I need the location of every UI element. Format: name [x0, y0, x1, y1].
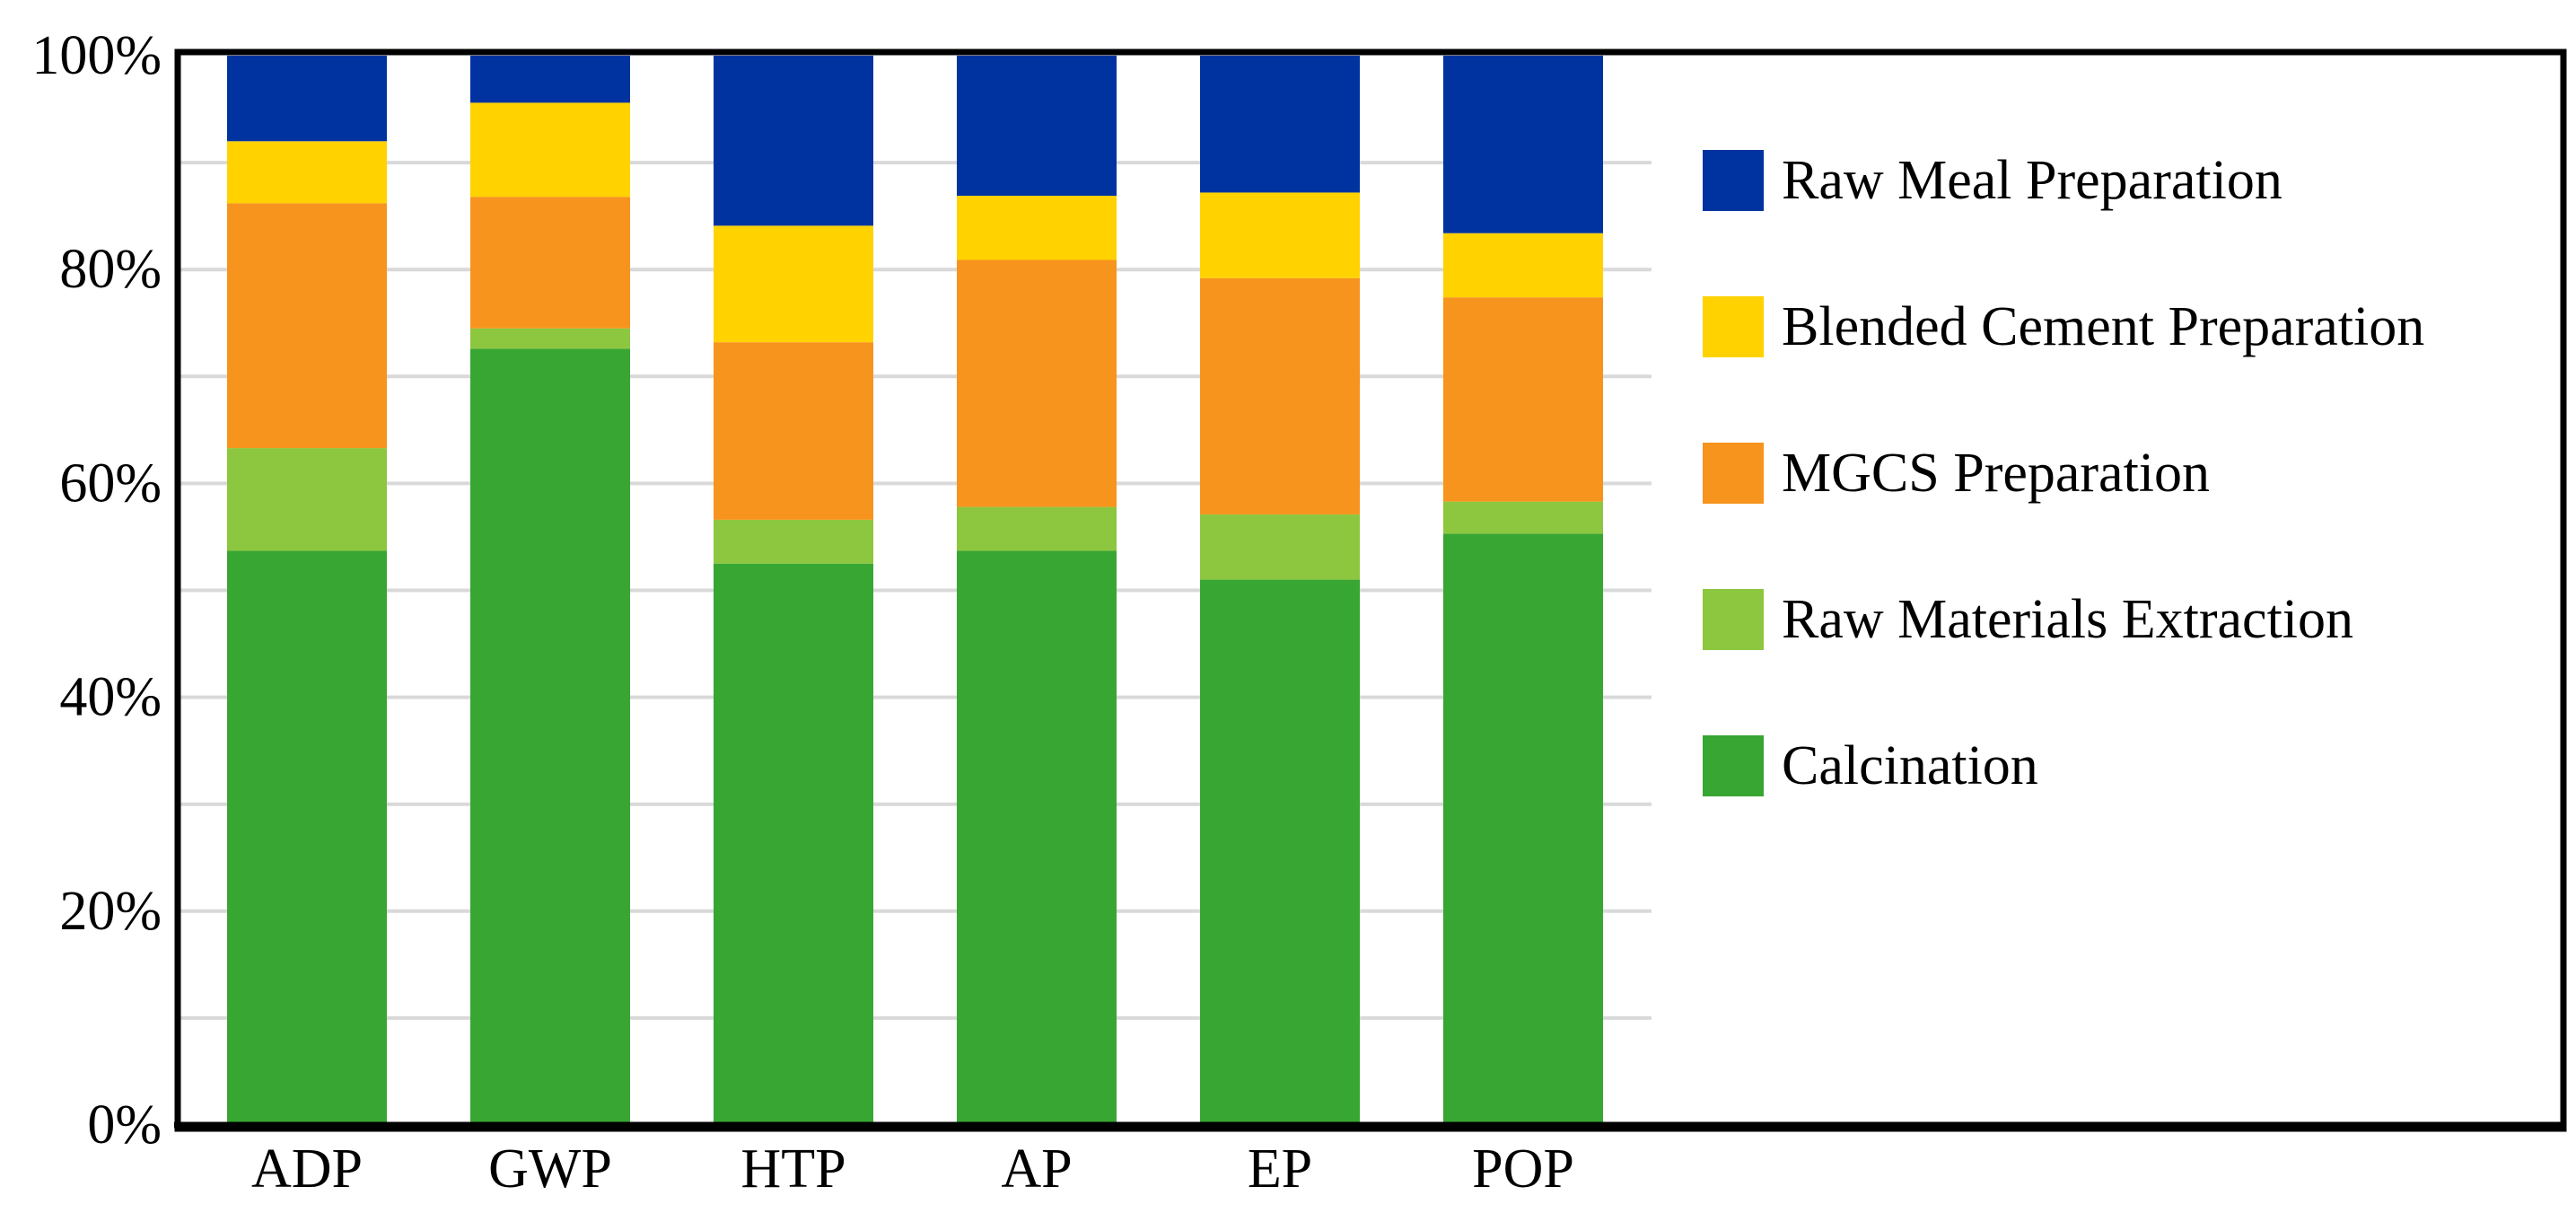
x-tick-label-ep: EP — [1248, 1138, 1312, 1200]
legend-swatch-raw-meal-preparation — [1703, 150, 1764, 211]
legend-swatch-mgcs-preparation — [1703, 443, 1764, 504]
bar-gwp-blended-cement-preparation — [470, 102, 630, 198]
x-tick-label-gwp: GWP — [488, 1138, 612, 1200]
y-tick-label: 60% — [59, 453, 162, 514]
legend-label-raw-materials-extraction: Raw Materials Extraction — [1782, 589, 2353, 650]
legend-swatch-calcination — [1703, 735, 1764, 796]
bar-htp-raw-materials-extraction — [714, 519, 873, 564]
bar-ap-blended-cement-preparation — [957, 196, 1117, 260]
bar-gwp-mgcs-preparation — [470, 197, 630, 329]
bar-gwp-raw-materials-extraction — [470, 328, 630, 349]
y-tick-labels: 0% 20% 40% 60% 80% 100% — [31, 25, 162, 1156]
bar-adp-calcination — [227, 550, 387, 1125]
bar-gwp-raw-meal-preparation — [470, 56, 630, 103]
bar-pop-raw-materials-extraction — [1443, 501, 1603, 534]
bar-ep-raw-materials-extraction — [1200, 514, 1360, 580]
y-tick-label: 40% — [59, 667, 162, 728]
bar-ep-calcination — [1200, 579, 1360, 1125]
bar-ap-calcination — [957, 550, 1117, 1125]
bar-pop-calcination — [1443, 533, 1603, 1125]
legend-label-raw-meal-preparation: Raw Meal Preparation — [1782, 150, 2282, 211]
legend-label-mgcs-preparation: MGCS Preparation — [1782, 443, 2210, 504]
bars — [227, 56, 1603, 1126]
bar-adp-mgcs-preparation — [227, 203, 387, 449]
y-tick-label: 20% — [59, 881, 162, 942]
bar-htp-raw-meal-preparation — [714, 56, 873, 226]
y-tick-label: 100% — [31, 25, 162, 86]
bar-pop-raw-meal-preparation — [1443, 56, 1603, 233]
bar-ep-mgcs-preparation — [1200, 277, 1360, 514]
bar-ep-blended-cement-preparation — [1200, 192, 1360, 278]
bar-ap-raw-meal-preparation — [957, 56, 1117, 197]
axes — [174, 48, 2567, 1132]
bar-htp-mgcs-preparation — [714, 342, 873, 520]
bar-ap-mgcs-preparation — [957, 259, 1117, 507]
bar-adp-raw-meal-preparation — [227, 56, 387, 142]
legend-label-calcination: Calcination — [1782, 735, 2038, 796]
bar-adp-blended-cement-preparation — [227, 141, 387, 204]
bar-ap-raw-materials-extraction — [957, 506, 1117, 551]
bar-htp-calcination — [714, 563, 873, 1125]
bar-adp-raw-materials-extraction — [227, 448, 387, 551]
gridlines — [178, 161, 1652, 1020]
bar-pop-blended-cement-preparation — [1443, 233, 1603, 298]
y-tick-label: 0% — [87, 1094, 162, 1156]
x-tick-labels: ADP GWP HTP AP EP POP — [251, 1138, 1574, 1200]
legend-swatch-raw-materials-extraction — [1703, 589, 1764, 650]
x-tick-label-adp: ADP — [251, 1138, 363, 1200]
bar-htp-blended-cement-preparation — [714, 225, 873, 343]
x-tick-label-htp: HTP — [740, 1138, 846, 1200]
bar-gwp-calcination — [470, 348, 630, 1126]
bar-pop-mgcs-preparation — [1443, 297, 1603, 502]
x-tick-label-ap: AP — [1001, 1138, 1072, 1200]
y-tick-label: 80% — [59, 239, 162, 300]
legend-swatch-blended-cement-preparation — [1703, 296, 1764, 357]
legend-label-blended-cement-preparation: Blended Cement Preparation — [1782, 296, 2424, 357]
bar-ep-raw-meal-preparation — [1200, 56, 1360, 193]
x-tick-label-pop: POP — [1472, 1138, 1574, 1200]
legend: Raw Meal Preparation Blended Cement Prepa… — [1703, 150, 2424, 796]
